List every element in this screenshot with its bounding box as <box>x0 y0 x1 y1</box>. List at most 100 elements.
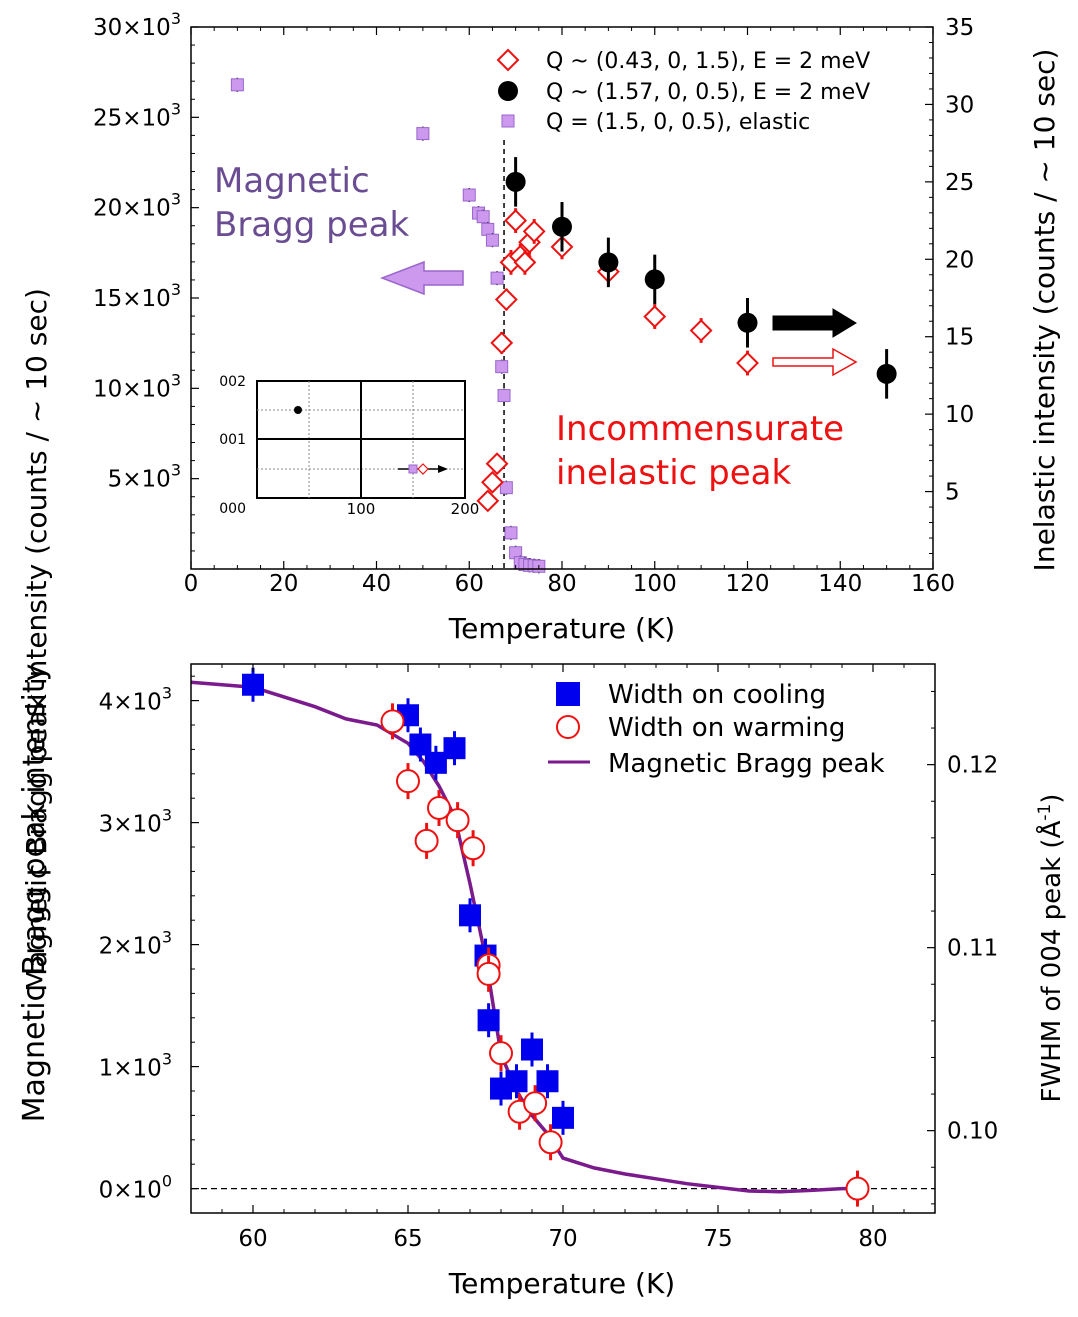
bottom-left-y-tick-label: 0×100 <box>99 1172 172 1204</box>
bottom-left-y-tick-label-mantissa: 2×10 <box>99 934 162 960</box>
top-left-y-tick-label: 20×103 <box>93 190 181 222</box>
elastic-square-point <box>497 389 511 403</box>
legend-marker-open-diamond <box>496 48 520 72</box>
top-right-y-tick-label: 15 <box>945 325 974 351</box>
legend-label-warming: Width on warming <box>608 713 845 743</box>
diamond-point <box>490 331 514 355</box>
bottom-legend: Width on cooling Width on warming Magnet… <box>548 680 885 779</box>
warming-circle-point <box>445 808 470 833</box>
legend-marker-filled-square <box>556 682 580 706</box>
incommensurate-annotation-line2: inelastic peak <box>556 453 792 493</box>
top-x-tick-label: 60 <box>455 571 484 597</box>
top-right-y-tick-label: 25 <box>945 170 974 196</box>
bottom-left-y-tick-label-exponent: 0 <box>162 1172 172 1191</box>
warming-circle-point <box>523 1091 548 1116</box>
top-x-tick-label: 120 <box>726 571 770 597</box>
cooling-square-point <box>536 1070 559 1093</box>
top-left-y-tick-label-mantissa: 15×10 <box>93 286 171 312</box>
warming-circle-point <box>396 769 420 794</box>
legend-label-square: Q = (1.5, 0, 0.5), elastic <box>546 110 810 135</box>
diamond-point <box>689 319 713 342</box>
top-x-axis-label: Temperature (K) <box>448 612 675 645</box>
inset-x-tick-100: 100 <box>347 500 376 518</box>
right-label-main: FWHM of 004 peak (Å <box>1035 820 1067 1102</box>
red-right-arrow-icon <box>772 347 858 377</box>
top-x-tick-label: 40 <box>362 571 391 597</box>
inset-diamond-point <box>417 463 429 475</box>
top-left-y-axis-label: Magnetic Bragg peak intensity (counts / … <box>20 288 53 992</box>
top-data-marks <box>230 77 897 574</box>
black-right-arrow-icon <box>772 308 857 338</box>
elastic-square-point <box>230 78 244 92</box>
diamond-point <box>494 288 518 311</box>
bottom-x-axis-label: Temperature (K) <box>448 1267 675 1300</box>
legend-marker-open-circle <box>556 715 580 739</box>
circle-point <box>644 269 665 290</box>
circle-point <box>737 312 758 333</box>
cooling-square-point <box>424 751 447 774</box>
inset-x-tick-200: 200 <box>451 500 480 518</box>
bottom-ticks: 60 65 70 75 800×1001×1032×1033×1034×1030.100… <box>99 664 998 1252</box>
warming-circle-point <box>380 709 405 734</box>
warming-circle-point <box>414 828 439 853</box>
top-x-tick-label: 160 <box>911 571 955 597</box>
bottom-right-y-tick-label: 0.10 <box>947 1119 998 1145</box>
bottom-right-y-tick-label: 0.11 <box>947 936 998 962</box>
top-left-y-tick-label-mantissa: 5×10 <box>108 467 171 493</box>
elastic-square-point <box>495 360 509 374</box>
bottom-data-marks <box>190 667 935 1207</box>
top-left-y-tick-label-exponent: 3 <box>171 99 181 118</box>
top-left-y-tick-label: 15×103 <box>93 280 181 312</box>
cooling-square-point <box>409 733 432 756</box>
inset-arrow-head-icon <box>438 465 448 473</box>
top-x-tick-label: 80 <box>547 571 576 597</box>
right-label-sup: -1 <box>1035 804 1055 821</box>
bottom-left-y-tick-label-exponent: 3 <box>162 1050 172 1069</box>
top-right-y-tick-label: 20 <box>945 247 974 273</box>
inset-y-tick-001: 001 <box>219 432 246 448</box>
diamond-point <box>643 305 667 328</box>
inset-y-tick-002: 002 <box>219 374 246 390</box>
top-left-y-tick-label-exponent: 3 <box>171 461 181 480</box>
legend-marker-square <box>501 114 515 128</box>
top-left-y-tick-label-exponent: 3 <box>171 9 181 28</box>
bottom-left-y-tick-label: 4×103 <box>99 684 172 716</box>
top-left-y-tick-label: 25×103 <box>93 99 181 131</box>
warming-circle-point <box>461 836 486 861</box>
elastic-square-point <box>485 233 499 247</box>
top-ticks: 0 20 40 60 80 100 120 140 1605×10310×10315×10320… <box>93 9 974 597</box>
bottom-panel: 60 65 70 75 800×1001×1032×1033×1034×1030.100… <box>17 663 1067 1300</box>
diamond-point <box>481 470 504 494</box>
bottom-left-y-tick-label-exponent: 3 <box>162 806 172 825</box>
top-right-y-tick-label: 5 <box>945 480 960 506</box>
cooling-square-point <box>521 1038 543 1061</box>
circle-point <box>505 171 526 192</box>
bottom-left-y-axis-label: Magnetic Bragg peak intensity <box>17 664 52 1123</box>
bottom-right-y-tick-label: 0.12 <box>947 753 998 779</box>
diamond-point <box>513 250 537 274</box>
bottom-left-y-tick-label-mantissa: 4×10 <box>99 690 162 716</box>
elastic-square-point <box>490 271 504 285</box>
top-left-y-tick-label-mantissa: 10×10 <box>93 376 171 402</box>
cooling-square-point <box>505 1070 528 1093</box>
bottom-left-y-tick-label-mantissa: 3×10 <box>99 812 162 838</box>
bottom-left-y-tick-label: 1×103 <box>99 1050 172 1082</box>
magnetic-annotation-line2: Bragg peak <box>214 205 409 245</box>
left-arrow-icon <box>379 260 464 296</box>
top-left-y-tick-label-mantissa: 25×10 <box>93 105 171 131</box>
cooling-square-point <box>552 1106 574 1129</box>
top-legend: Q ~ (0.43, 0, 1.5), E = 2 meV Q ~ (1.57,… <box>496 48 870 135</box>
cooling-square-point <box>242 673 264 696</box>
elastic-square-point <box>416 127 430 141</box>
bottom-left-y-tick-label-exponent: 3 <box>162 928 172 947</box>
cooling-square-point <box>443 737 466 760</box>
warming-circle-point <box>538 1130 563 1155</box>
top-left-y-tick-label-mantissa: 20×10 <box>93 196 171 222</box>
bottom-right-y-axis-label: FWHM of 004 peak (Å-1) <box>1035 794 1067 1103</box>
inset-y-tick-000: 000 <box>219 501 246 517</box>
top-right-y-tick-label: 30 <box>945 92 974 118</box>
top-left-y-tick-label-exponent: 3 <box>171 370 181 389</box>
top-right-y-tick-label: 35 <box>945 15 974 41</box>
legend-label-diamond: Q ~ (0.43, 0, 1.5), E = 2 meV <box>546 49 870 74</box>
top-right-y-axis-label: Inelastic intensity (counts / ~ 10 sec) <box>1028 49 1061 572</box>
